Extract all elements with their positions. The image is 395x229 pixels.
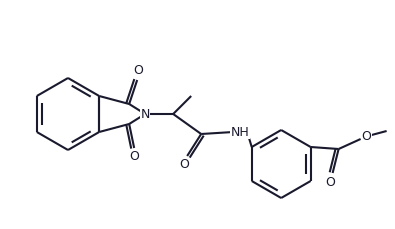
Text: O: O: [129, 150, 139, 164]
Text: NH: NH: [231, 125, 250, 139]
Text: O: O: [133, 65, 143, 77]
Text: O: O: [179, 158, 189, 172]
Text: O: O: [362, 130, 372, 142]
Text: N: N: [141, 107, 150, 120]
Text: O: O: [326, 175, 336, 188]
